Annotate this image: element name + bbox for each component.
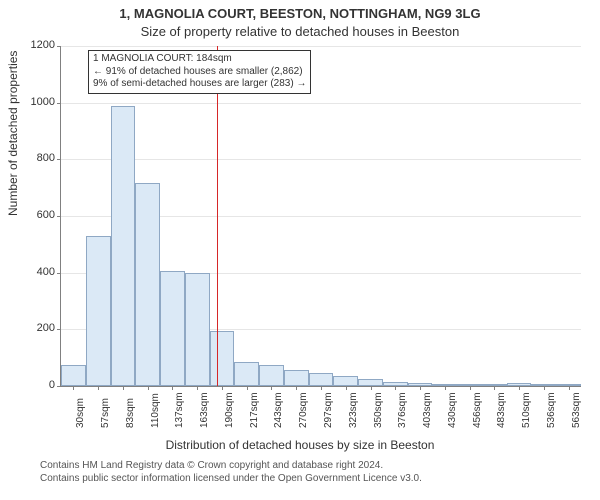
ytick-mark: [57, 46, 61, 47]
xtick-mark: [296, 386, 297, 390]
ytick-label: 1000: [15, 96, 55, 108]
histogram-bar: [284, 370, 309, 386]
xtick-label: 403sqm: [422, 392, 433, 428]
gridline: [61, 103, 581, 104]
xtick-label: 190sqm: [224, 392, 235, 428]
chart-container: 1, MAGNOLIA COURT, BEESTON, NOTTINGHAM, …: [0, 0, 600, 500]
histogram-bar: [135, 183, 160, 386]
xtick-label: 350sqm: [373, 392, 384, 428]
xtick-label: 376sqm: [397, 392, 408, 428]
annotation-line-1: 1 MAGNOLIA COURT: 184sqm: [93, 53, 306, 66]
xtick-mark: [470, 386, 471, 390]
xtick-label: 536sqm: [546, 392, 557, 428]
xtick-mark: [98, 386, 99, 390]
annotation-line-3: 9% of semi-detached houses are larger (2…: [93, 78, 306, 91]
xtick-mark: [148, 386, 149, 390]
chart-title: 1, MAGNOLIA COURT, BEESTON, NOTTINGHAM, …: [0, 6, 600, 21]
histogram-bar: [358, 379, 383, 386]
xtick-mark: [519, 386, 520, 390]
histogram-bar: [160, 271, 185, 386]
xtick-mark: [544, 386, 545, 390]
histogram-bar: [309, 373, 334, 386]
xtick-mark: [247, 386, 248, 390]
ytick-mark: [57, 103, 61, 104]
xtick-mark: [445, 386, 446, 390]
histogram-bar: [210, 331, 235, 386]
xtick-label: 510sqm: [521, 392, 532, 428]
histogram-bar: [259, 365, 284, 386]
marker-line: [217, 46, 218, 386]
xtick-mark: [494, 386, 495, 390]
chart-subtitle: Size of property relative to detached ho…: [0, 24, 600, 39]
xtick-label: 563sqm: [571, 392, 582, 428]
y-axis-label: Number of detached properties: [6, 51, 20, 216]
xtick-label: 217sqm: [249, 392, 260, 428]
xtick-mark: [197, 386, 198, 390]
xtick-label: 430sqm: [447, 392, 458, 428]
ytick-label: 0: [15, 379, 55, 391]
ytick-mark: [57, 329, 61, 330]
plot-area: [60, 46, 581, 387]
histogram-bar: [234, 362, 259, 386]
annotation-box: 1 MAGNOLIA COURT: 184sqm ← 91% of detach…: [88, 50, 311, 94]
xtick-label: 57sqm: [100, 398, 111, 428]
xtick-label: 83sqm: [125, 398, 136, 428]
xtick-mark: [222, 386, 223, 390]
histogram-bar: [333, 376, 358, 386]
xtick-mark: [123, 386, 124, 390]
histogram-bar: [111, 106, 136, 387]
credits-line-2: Contains public sector information licen…: [40, 473, 422, 486]
annotation-line-2: ← 91% of detached houses are smaller (2,…: [93, 66, 306, 79]
histogram-bar: [185, 273, 210, 386]
ytick-mark: [57, 159, 61, 160]
xtick-mark: [395, 386, 396, 390]
credits-line-1: Contains HM Land Registry data © Crown c…: [40, 460, 422, 473]
xtick-mark: [321, 386, 322, 390]
xtick-label: 30sqm: [75, 398, 86, 428]
xtick-mark: [73, 386, 74, 390]
ytick-label: 1200: [15, 39, 55, 51]
xtick-label: 270sqm: [298, 392, 309, 428]
credits: Contains HM Land Registry data © Crown c…: [40, 460, 422, 485]
xtick-mark: [420, 386, 421, 390]
ytick-mark: [57, 386, 61, 387]
ytick-label: 200: [15, 322, 55, 334]
xtick-mark: [569, 386, 570, 390]
ytick-label: 400: [15, 266, 55, 278]
x-axis-label: Distribution of detached houses by size …: [0, 438, 600, 452]
ytick-mark: [57, 216, 61, 217]
xtick-mark: [271, 386, 272, 390]
ytick-mark: [57, 273, 61, 274]
gridline: [61, 159, 581, 160]
ytick-label: 800: [15, 152, 55, 164]
xtick-label: 137sqm: [174, 392, 185, 428]
xtick-label: 110sqm: [150, 393, 161, 428]
histogram-bar: [61, 365, 86, 386]
xtick-label: 297sqm: [323, 392, 334, 428]
xtick-mark: [346, 386, 347, 390]
ytick-label: 600: [15, 209, 55, 221]
xtick-mark: [371, 386, 372, 390]
xtick-label: 456sqm: [472, 392, 483, 428]
xtick-label: 323sqm: [348, 392, 359, 428]
gridline: [61, 46, 581, 47]
histogram-bar: [86, 236, 111, 386]
xtick-mark: [172, 386, 173, 390]
xtick-label: 483sqm: [496, 392, 507, 428]
xtick-label: 163sqm: [199, 392, 210, 428]
xtick-label: 243sqm: [273, 392, 284, 428]
